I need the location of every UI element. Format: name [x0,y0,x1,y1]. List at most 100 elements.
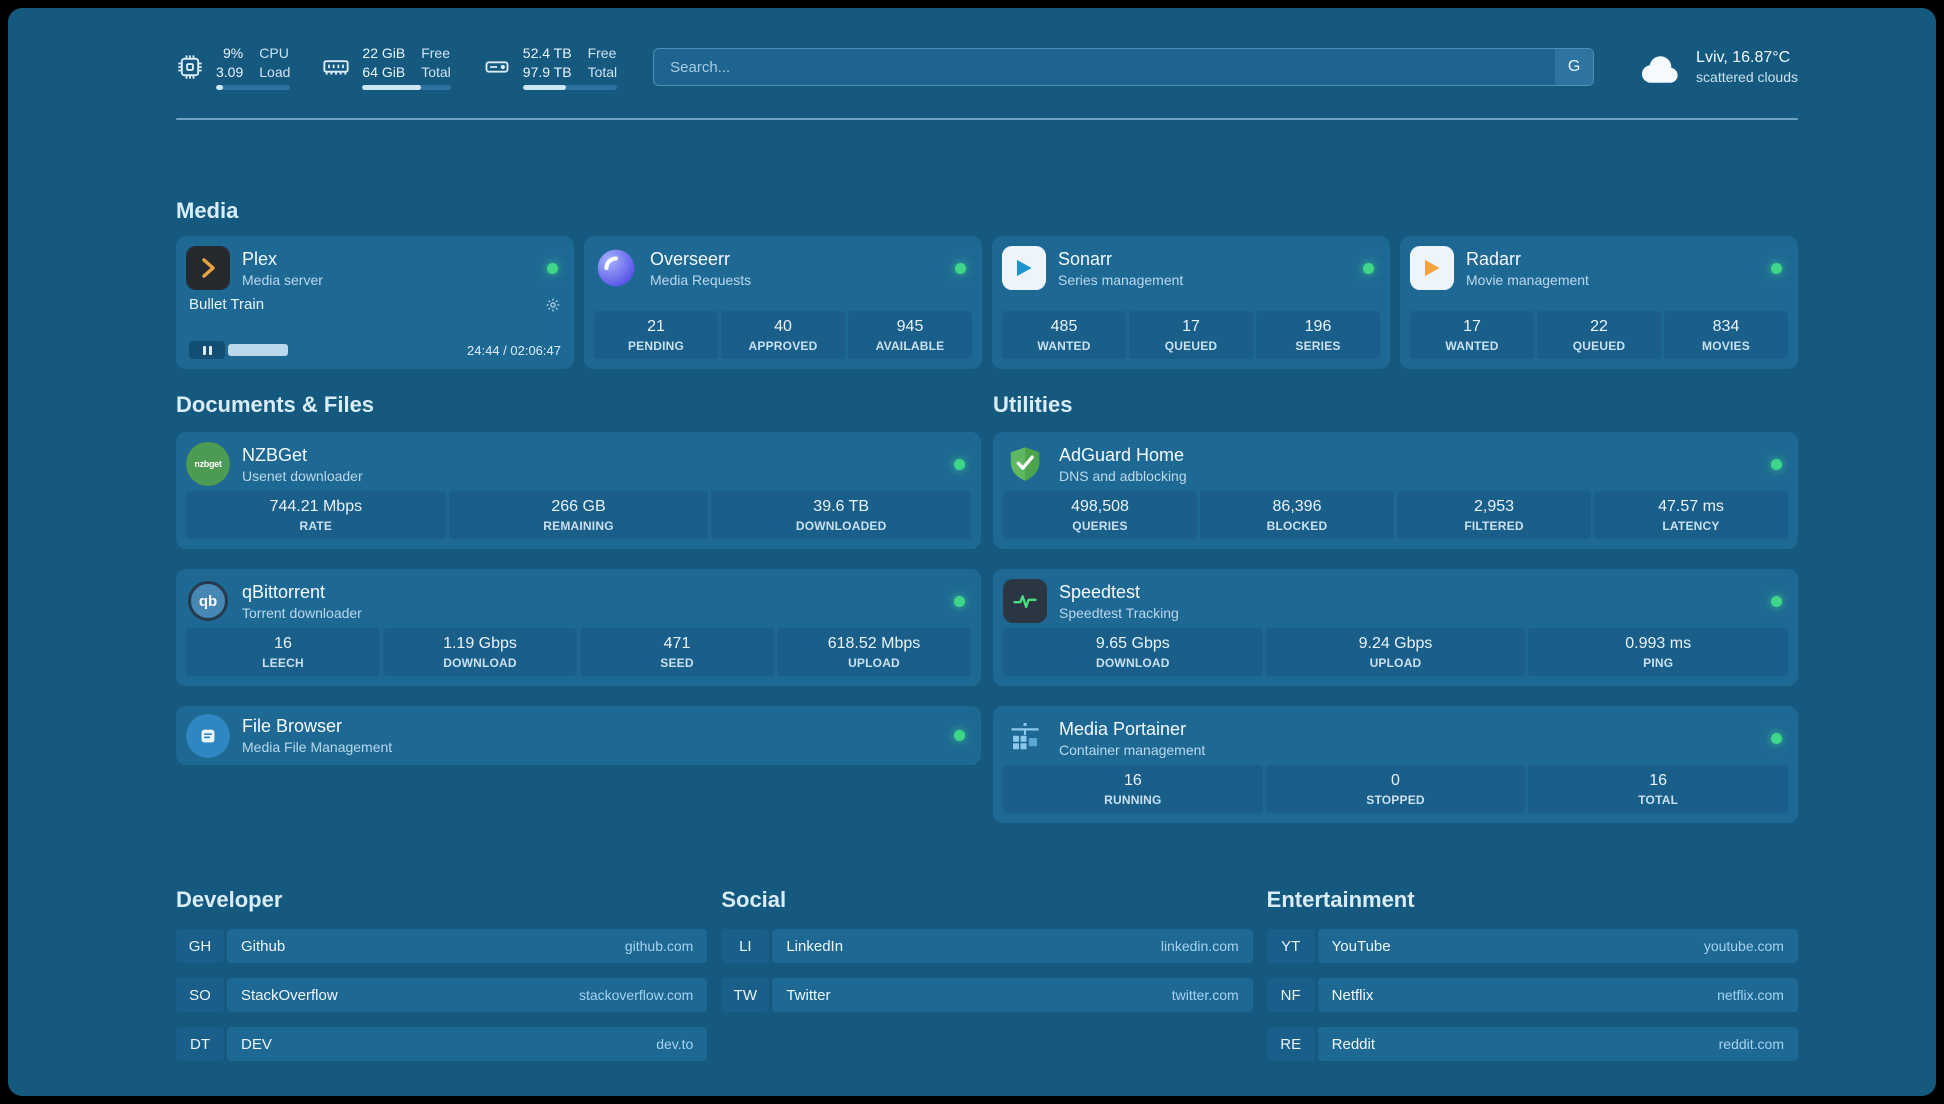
disk-icon [483,53,511,81]
developer-section-title: Developer [176,887,283,912]
stat-label: BLOCKED [1266,519,1328,533]
stat-label: UPLOAD [848,656,900,670]
status-dot-online [1771,732,1782,744]
overseerr-card: Overseerr Media Requests 21 PENDING 40 A… [584,236,982,369]
stat-value: 945 [896,318,924,335]
stat-label: SEED [660,656,694,670]
search-input[interactable] [653,48,1595,86]
bookmark-group-social: Social LI LinkedIn linkedin.com TW Twitt… [721,887,1253,1076]
service-nzbget[interactable]: nzbget NZBGet Usenet downloader [186,442,971,486]
nzbget-card: nzbget NZBGet Usenet downloader 744.21 M… [176,432,981,549]
bookmark-github[interactable]: GH Github github.com [176,929,708,963]
search-provider-button[interactable]: G [1555,49,1594,85]
stat-tile: 618.52 Mbps UPLOAD [777,628,971,676]
bookmark-reddit[interactable]: RE Reddit reddit.com [1266,1027,1798,1061]
bookmark-abbr: DT [176,1027,224,1061]
stat-label: RUNNING [1104,793,1162,807]
service-name: Overseerr [650,248,731,269]
service-plex[interactable]: Plex Media server [186,246,564,290]
stat-label: WANTED [1037,339,1091,353]
stat-label: REMAINING [543,519,614,533]
memory-total-value: 64 GiB [362,63,406,80]
social-section-title: Social [721,887,787,912]
cpu-progress-bar [216,84,291,90]
service-name: Sonarr [1058,248,1113,269]
service-speedtest[interactable]: Speedtest Speedtest Tracking [1003,579,1788,623]
cpu-load-label: Load [259,63,291,80]
adguard-card: AdGuard Home DNS and adblocking 498,508 … [993,432,1798,549]
stat-label: FILTERED [1464,519,1524,533]
bookmark-name: Reddit [1331,1035,1376,1053]
status-dot-online [1771,458,1782,470]
stat-label: LATENCY [1662,519,1720,533]
service-filebrowser[interactable]: File Browser Media File Management [186,713,971,758]
service-sonarr[interactable]: Sonarr Series management [1002,246,1380,290]
documents-section-title: Documents & Files [176,392,375,417]
top-bar: 9% 3.09 CPU Load [176,38,1798,96]
playback-time: 24:44 / 02:06:47 [467,342,561,358]
gear-icon[interactable] [545,297,561,313]
service-name: AdGuard Home [1059,444,1185,465]
stat-value: 471 [663,635,691,652]
service-portainer[interactable]: Media Portainer Container management [1003,716,1788,760]
stat-value: 22 [1590,318,1608,335]
service-name: Plex [242,248,278,269]
stat-tile: 9.65 Gbps DOWNLOAD [1003,628,1263,676]
status-dot-online [954,458,965,470]
bookmark-twitter[interactable]: TW Twitter twitter.com [721,978,1253,1012]
stat-value: 9.65 Gbps [1095,635,1170,652]
stat-value: 1.19 Gbps [443,635,517,652]
stat-value: 0 [1391,772,1400,789]
disk-free-value: 52.4 TB [522,45,572,62]
stat-tile: 16 LEECH [186,628,380,676]
bookmark-netflix[interactable]: NF Netflix netflix.com [1266,978,1798,1012]
search-bar: G [653,48,1595,86]
status-dot-online [1771,262,1782,274]
bookmark-url: twitter.com [1171,987,1239,1003]
bookmark-stackoverflow[interactable]: SO StackOverflow stackoverflow.com [176,978,708,1012]
playback-progress-bar[interactable] [228,344,288,356]
status-dot-online [954,595,965,607]
stat-label: DOWNLOAD [443,656,517,670]
service-subtitle: Media File Management [242,739,393,755]
bookmark-name: Netflix [1331,986,1374,1004]
bookmark-linkedin[interactable]: LI LinkedIn linkedin.com [721,929,1253,963]
overseerr-icon [594,246,638,290]
stat-tile: 47.57 ms LATENCY [1594,491,1788,539]
service-subtitle: Movie management [1466,271,1589,288]
stat-label: RATE [299,519,333,533]
service-subtitle: Media server [242,271,323,288]
memory-progress-bar [362,84,451,90]
bookmark-url: github.com [624,938,694,954]
bookmark-url: netflix.com [1717,987,1784,1003]
portainer-card: Media Portainer Container management 16 … [993,706,1798,823]
status-dot-online [955,262,966,274]
stat-tile: 9.24 Gbps UPLOAD [1265,628,1526,676]
service-subtitle: Media Requests [650,271,752,288]
service-overseerr[interactable]: Overseerr Media Requests [594,246,972,290]
bookmark-name: DEV [241,1035,272,1053]
stat-label: LEECH [262,656,304,670]
service-radarr[interactable]: Radarr Movie management [1410,246,1788,290]
service-name: NZBGet [242,444,308,465]
memory-free-label: Free [421,45,451,62]
bookmark-group-developer: Developer GH Github github.com SO StackO… [176,887,708,1076]
disk-total-value: 97.9 TB [522,63,572,80]
weather-condition: scattered clouds [1696,69,1798,85]
radarr-card: Radarr Movie management 17 WANTED 22 QUE… [1400,236,1798,369]
service-qbittorrent[interactable]: qb qBittorrent Torrent downloader [186,579,971,623]
plex-card: Plex Media server Bullet Train [176,236,574,369]
bookmark-abbr: GH [176,929,224,963]
speedtest-icon [1003,579,1047,623]
stat-label: QUEUED [1572,339,1626,353]
service-adguard[interactable]: AdGuard Home DNS and adblocking [1003,442,1788,486]
bookmark-youtube[interactable]: YT YouTube youtube.com [1266,929,1798,963]
stat-tile: 39.6 TB DOWNLOADED [711,491,972,539]
bookmark-dev[interactable]: DT DEV dev.to [176,1027,708,1061]
cloud-icon [1638,47,1684,87]
pause-button[interactable] [189,341,225,359]
stat-label: TOTAL [1638,793,1679,807]
stat-value: 16 [1649,772,1668,789]
stat-label: QUEUED [1164,339,1218,353]
stat-tile: 485 WANTED [1002,311,1126,359]
